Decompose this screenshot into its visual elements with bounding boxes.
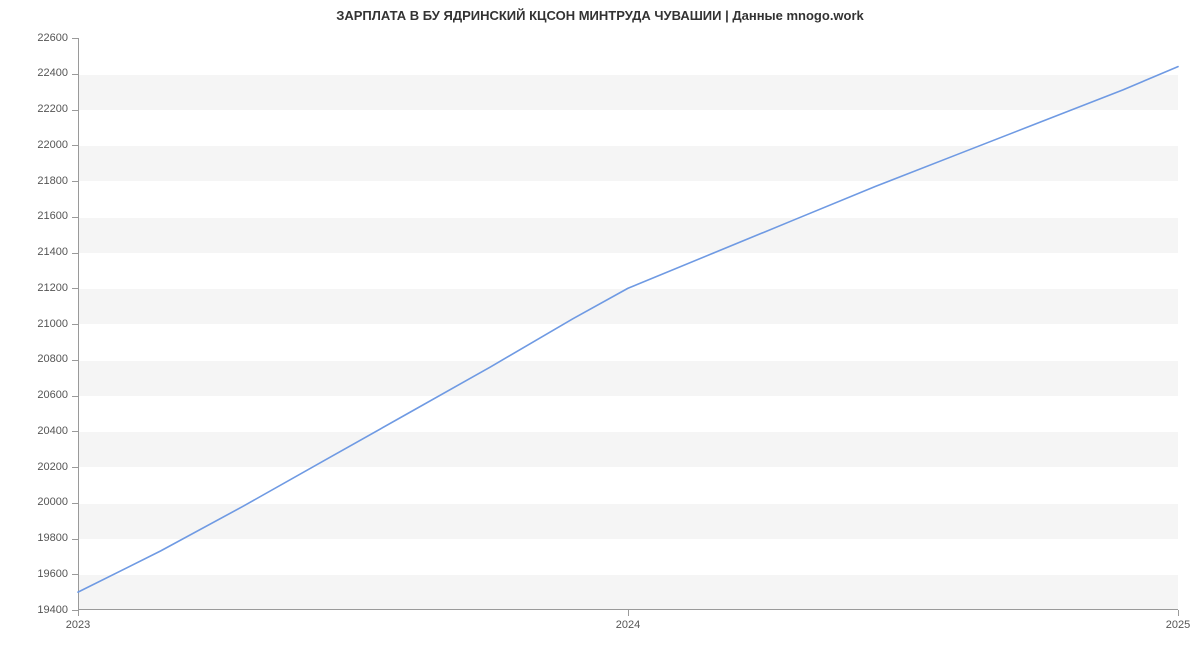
line-series — [78, 38, 1178, 610]
y-axis-label: 22000 — [8, 140, 68, 151]
y-axis-label: 22400 — [8, 68, 68, 79]
y-axis-label: 21000 — [8, 319, 68, 330]
x-axis-label: 2025 — [1138, 620, 1200, 631]
series-salary — [78, 67, 1178, 593]
y-axis-label: 19600 — [8, 569, 68, 580]
x-axis-label: 2023 — [38, 620, 118, 631]
y-axis-label: 21800 — [8, 176, 68, 187]
chart-title: ЗАРПЛАТА В БУ ЯДРИНСКИЙ КЦСОН МИНТРУДА Ч… — [0, 8, 1200, 23]
y-axis-label: 19400 — [8, 605, 68, 616]
x-axis-label: 2024 — [588, 620, 668, 631]
x-tick — [78, 610, 79, 616]
y-axis-label: 20200 — [8, 462, 68, 473]
x-tick — [1178, 610, 1179, 616]
y-axis-label: 19800 — [8, 533, 68, 544]
y-axis-label: 20800 — [8, 354, 68, 365]
y-axis-label: 22200 — [8, 104, 68, 115]
salary-line-chart: ЗАРПЛАТА В БУ ЯДРИНСКИЙ КЦСОН МИНТРУДА Ч… — [0, 0, 1200, 650]
x-tick — [628, 610, 629, 616]
y-axis-label: 20600 — [8, 390, 68, 401]
plot-area: 1940019600198002000020200204002060020800… — [78, 38, 1178, 610]
y-axis-label: 21600 — [8, 211, 68, 222]
y-axis-label: 22600 — [8, 33, 68, 44]
y-axis-label: 20400 — [8, 426, 68, 437]
y-axis-label: 21200 — [8, 283, 68, 294]
y-axis-label: 20000 — [8, 497, 68, 508]
y-axis-label: 21400 — [8, 247, 68, 258]
